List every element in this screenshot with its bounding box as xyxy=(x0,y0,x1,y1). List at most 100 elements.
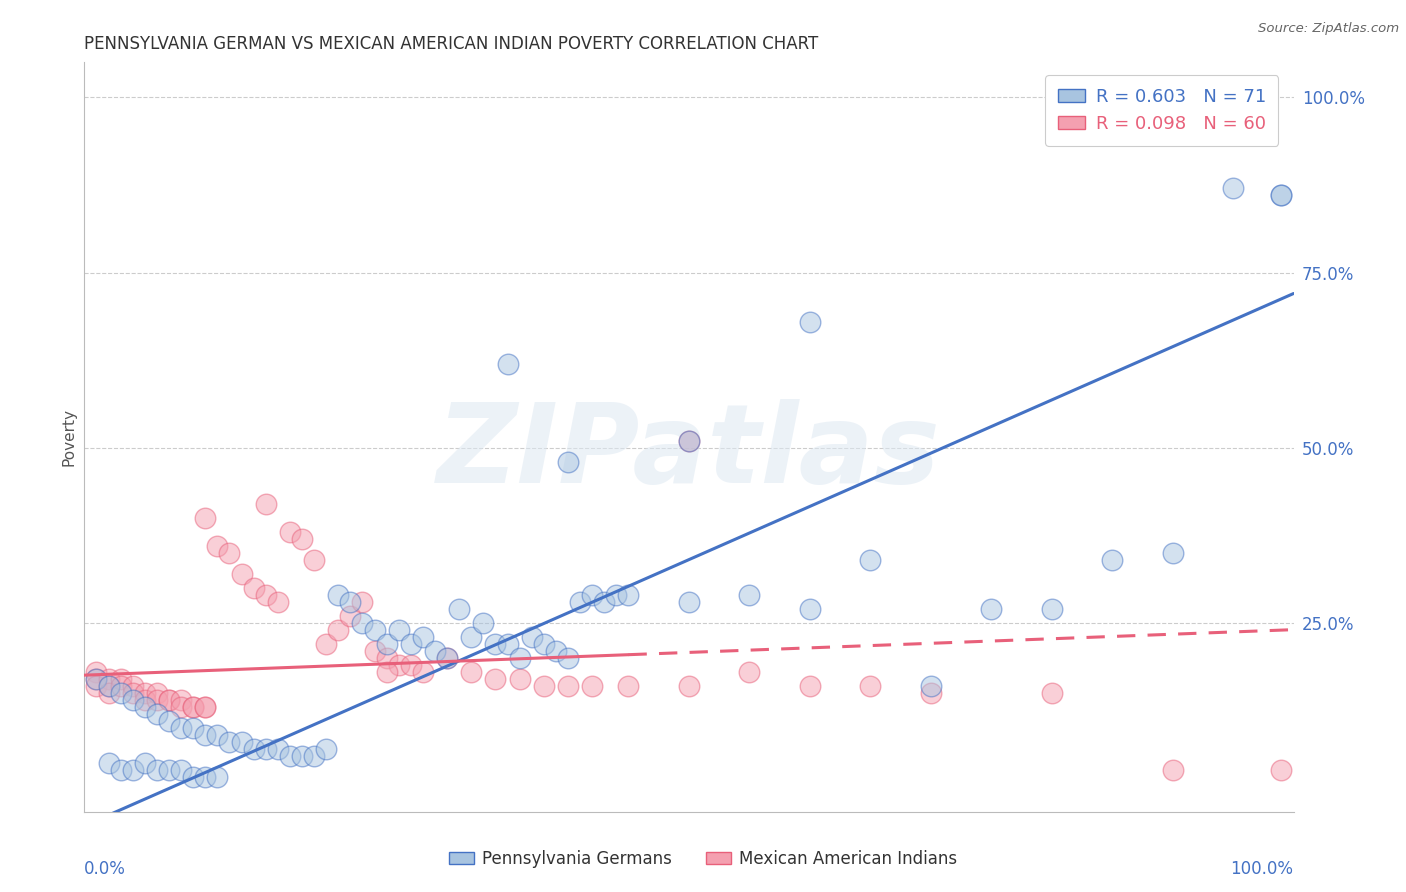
Point xyxy=(146,686,169,700)
Point xyxy=(97,672,120,686)
Point xyxy=(509,672,531,686)
Point xyxy=(678,434,700,448)
Point xyxy=(181,699,204,714)
Point xyxy=(1270,188,1292,202)
Point xyxy=(170,699,193,714)
Point xyxy=(146,692,169,706)
Point xyxy=(181,770,204,784)
Point xyxy=(242,741,264,756)
Point xyxy=(799,679,821,693)
Point xyxy=(484,637,506,651)
Point xyxy=(134,686,156,700)
Point xyxy=(593,594,616,608)
Point xyxy=(86,665,108,679)
Point xyxy=(231,566,253,581)
Point xyxy=(557,454,579,468)
Point xyxy=(678,434,700,448)
Point xyxy=(557,679,579,693)
Point xyxy=(339,608,361,623)
Point xyxy=(134,756,156,770)
Point xyxy=(375,650,398,665)
Point xyxy=(194,728,217,742)
Point xyxy=(328,588,350,602)
Legend: R = 0.603   N = 71, R = 0.098   N = 60: R = 0.603 N = 71, R = 0.098 N = 60 xyxy=(1045,75,1278,145)
Point xyxy=(291,532,314,546)
Point xyxy=(254,741,277,756)
Point xyxy=(399,657,422,672)
Point xyxy=(170,721,193,735)
Point xyxy=(678,679,700,693)
Point xyxy=(146,763,169,777)
Point xyxy=(520,630,543,644)
Point xyxy=(1222,181,1244,195)
Point xyxy=(436,650,458,665)
Legend: Pennsylvania Germans, Mexican American Indians: Pennsylvania Germans, Mexican American I… xyxy=(443,844,963,875)
Point xyxy=(484,672,506,686)
Point xyxy=(799,314,821,328)
Point xyxy=(738,665,761,679)
Point xyxy=(423,643,446,657)
Point xyxy=(617,588,640,602)
Point xyxy=(231,734,253,748)
Point xyxy=(110,672,132,686)
Point xyxy=(267,741,290,756)
Point xyxy=(194,770,217,784)
Point xyxy=(533,679,555,693)
Point xyxy=(496,637,519,651)
Point xyxy=(799,601,821,615)
Point xyxy=(980,601,1002,615)
Point xyxy=(267,594,290,608)
Point xyxy=(278,748,301,763)
Point xyxy=(170,692,193,706)
Point xyxy=(1040,601,1063,615)
Point xyxy=(388,657,411,672)
Point xyxy=(157,692,180,706)
Point xyxy=(449,601,471,615)
Point xyxy=(375,637,398,651)
Point xyxy=(110,679,132,693)
Point xyxy=(194,510,217,524)
Point xyxy=(544,643,567,657)
Point xyxy=(291,748,314,763)
Point xyxy=(1161,763,1184,777)
Point xyxy=(97,756,120,770)
Point xyxy=(605,588,627,602)
Point xyxy=(617,679,640,693)
Point xyxy=(86,672,108,686)
Point xyxy=(207,770,229,784)
Point xyxy=(146,706,169,721)
Text: Source: ZipAtlas.com: Source: ZipAtlas.com xyxy=(1258,22,1399,36)
Point xyxy=(181,721,204,735)
Point xyxy=(157,692,180,706)
Point xyxy=(242,581,264,595)
Point xyxy=(218,546,240,560)
Point xyxy=(121,686,143,700)
Point xyxy=(134,692,156,706)
Point xyxy=(181,699,204,714)
Point xyxy=(86,679,108,693)
Point xyxy=(302,748,325,763)
Point xyxy=(315,637,337,651)
Point xyxy=(86,672,108,686)
Point xyxy=(920,679,942,693)
Point xyxy=(1101,552,1123,566)
Point xyxy=(194,699,217,714)
Point xyxy=(859,552,882,566)
Point xyxy=(1161,546,1184,560)
Point xyxy=(207,539,229,553)
Point xyxy=(97,679,120,693)
Point xyxy=(110,763,132,777)
Point xyxy=(436,650,458,665)
Point xyxy=(97,686,120,700)
Point xyxy=(920,686,942,700)
Point xyxy=(738,588,761,602)
Point xyxy=(412,665,434,679)
Text: 100.0%: 100.0% xyxy=(1230,861,1294,879)
Point xyxy=(339,594,361,608)
Point xyxy=(254,497,277,511)
Point xyxy=(557,650,579,665)
Point xyxy=(859,679,882,693)
Point xyxy=(134,699,156,714)
Point xyxy=(569,594,592,608)
Point xyxy=(496,357,519,371)
